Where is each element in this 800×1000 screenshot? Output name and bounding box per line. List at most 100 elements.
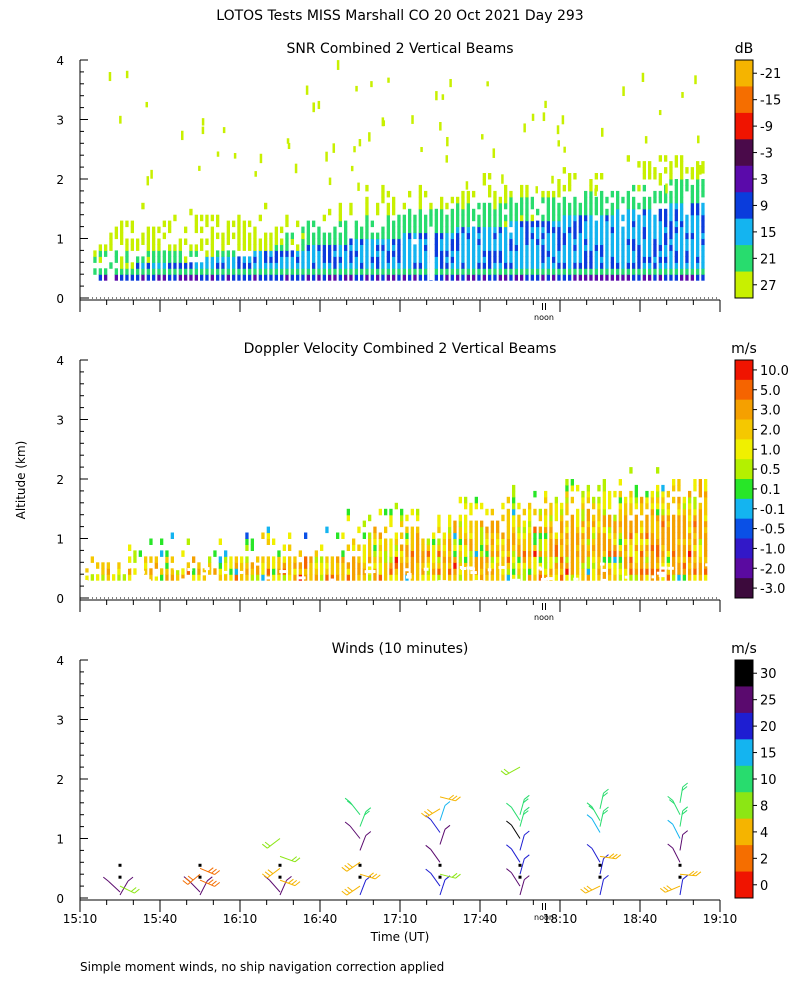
snr-cell: [146, 232, 150, 240]
doppler-cell: [554, 538, 558, 545]
snr-cell: [306, 220, 310, 228]
snr-speck: [312, 102, 316, 111]
snr-cell: [562, 226, 566, 234]
snr-cell: [280, 256, 284, 263]
snr-cell: [152, 250, 156, 257]
snr-cell: [493, 232, 497, 240]
snr-cell: [312, 262, 316, 269]
wind-barb: [430, 849, 441, 863]
doppler-cell: [165, 550, 169, 557]
wind-barb-flag: [344, 821, 351, 827]
doppler-cell: [293, 562, 297, 569]
wind-barb: [591, 848, 601, 863]
snr-cell: [648, 268, 652, 275]
doppler-cell: [186, 538, 190, 545]
doppler-cell: [437, 538, 441, 545]
snr-cell: [642, 268, 646, 275]
doppler-cell: [693, 502, 697, 510]
snr-cell: [141, 262, 145, 269]
doppler-gap: [658, 574, 666, 578]
snr-cell: [594, 274, 598, 281]
doppler-cell: [234, 562, 238, 569]
wind-barb-flag: [214, 882, 221, 887]
doppler-cell: [410, 556, 414, 563]
snr-cell: [210, 274, 214, 281]
doppler-cell: [560, 514, 564, 522]
doppler-cell: [501, 574, 505, 581]
snr-cell: [578, 232, 582, 240]
colorbar-label: 1.0: [760, 443, 781, 458]
doppler-cell: [666, 490, 670, 498]
snr-cell: [397, 250, 401, 257]
snr-cell: [568, 214, 572, 222]
snr-cell: [226, 250, 230, 257]
snr-cell: [557, 274, 561, 281]
snr-cell: [504, 244, 508, 251]
snr-cell: [360, 238, 364, 245]
snr-cell: [429, 220, 433, 228]
snr-cell: [258, 238, 262, 245]
snr-cell: [696, 220, 700, 228]
doppler-cell: [469, 538, 473, 545]
doppler-cell: [336, 574, 340, 581]
snr-cell: [408, 220, 412, 228]
doppler-cell: [346, 514, 350, 522]
snr-cell: [109, 232, 113, 240]
doppler-cell: [656, 520, 660, 528]
snr-cell: [413, 244, 417, 251]
snr-cell: [562, 238, 566, 245]
doppler-cell: [501, 562, 505, 569]
doppler-cell: [410, 538, 414, 545]
snr-cell: [536, 238, 540, 245]
snr-cell: [434, 208, 438, 216]
snr-speck: [368, 132, 371, 142]
doppler-cell: [650, 538, 654, 545]
snr-cell: [360, 268, 364, 275]
snr-cell: [253, 262, 257, 269]
doppler-cell: [373, 532, 377, 539]
doppler-cell: [602, 490, 606, 498]
doppler-cell: [618, 550, 622, 557]
snr-cell: [648, 256, 652, 263]
snr-cell: [376, 208, 380, 216]
snr-cell: [242, 220, 246, 228]
doppler-cell: [469, 562, 473, 569]
snr-cell: [93, 250, 97, 257]
wind-barb: [510, 824, 521, 839]
snr-cell: [493, 208, 497, 216]
snr-cell: [285, 214, 289, 222]
doppler-cell: [480, 568, 484, 575]
snr-cell: [173, 268, 177, 275]
snr-cell: [632, 214, 636, 222]
snr-speck: [523, 123, 526, 133]
doppler-cell: [629, 502, 633, 510]
snr-cell: [674, 244, 678, 251]
snr-cell: [402, 232, 406, 240]
snr-cell: [568, 173, 572, 180]
snr-cell: [696, 268, 700, 275]
doppler-cell: [661, 520, 665, 528]
doppler-cell: [618, 514, 622, 522]
snr-cell: [626, 244, 630, 251]
doppler-cell: [213, 568, 217, 575]
doppler-cell: [149, 556, 153, 563]
calm-marker: [678, 863, 682, 867]
colorbar-swatch: [735, 518, 753, 539]
snr-cell: [381, 250, 385, 257]
doppler-cell: [565, 508, 569, 516]
colorbar-swatch: [735, 245, 753, 273]
snr-cell: [616, 268, 620, 275]
doppler-cell: [405, 568, 409, 575]
snr-cell: [605, 226, 609, 234]
snr-cell: [418, 244, 422, 251]
wind-barb-flag: [602, 810, 609, 815]
doppler-cell: [533, 550, 537, 557]
snr-cell: [568, 250, 572, 257]
snr-cell: [690, 202, 694, 210]
doppler-cell: [560, 544, 564, 551]
snr-cell: [701, 244, 705, 251]
snr-cell: [386, 232, 390, 240]
doppler-gap: [705, 563, 711, 567]
snr-cell: [472, 190, 476, 198]
snr-cell: [669, 232, 673, 240]
